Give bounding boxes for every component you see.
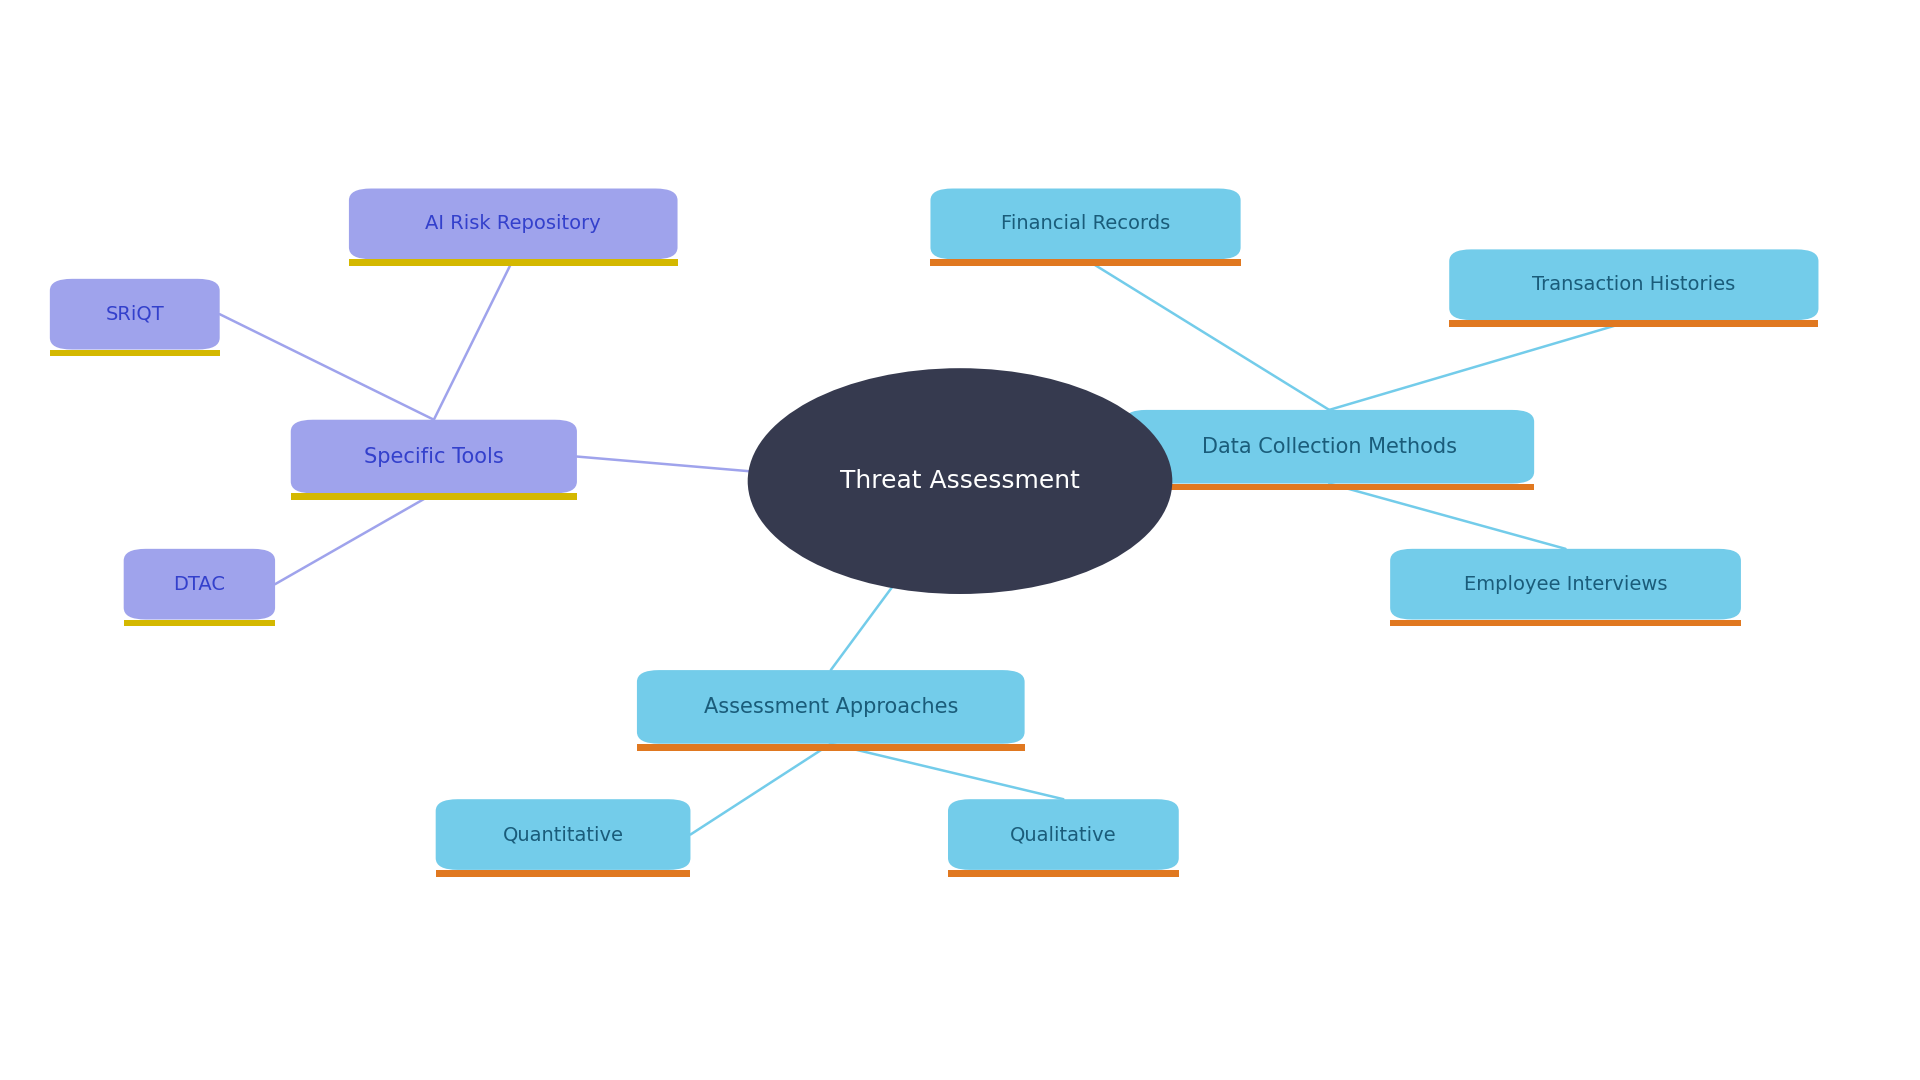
Text: Quantitative: Quantitative: [503, 825, 624, 845]
Bar: [931, 259, 1240, 266]
Text: Specific Tools: Specific Tools: [365, 446, 503, 467]
Text: DTAC: DTAC: [173, 575, 225, 594]
FancyBboxPatch shape: [290, 420, 576, 494]
Bar: [50, 350, 219, 356]
Text: Employee Interviews: Employee Interviews: [1463, 575, 1667, 594]
Text: Assessment Approaches: Assessment Approaches: [703, 697, 958, 717]
FancyBboxPatch shape: [1125, 410, 1534, 484]
Text: SRiQT: SRiQT: [106, 305, 163, 324]
Text: Transaction Histories: Transaction Histories: [1532, 275, 1736, 294]
FancyBboxPatch shape: [1390, 549, 1741, 620]
Text: AI Risk Repository: AI Risk Repository: [426, 214, 601, 233]
FancyBboxPatch shape: [436, 799, 691, 869]
Bar: [290, 494, 576, 500]
Text: Qualitative: Qualitative: [1010, 825, 1117, 845]
Bar: [1450, 320, 1818, 327]
Text: Data Collection Methods: Data Collection Methods: [1202, 436, 1457, 457]
FancyBboxPatch shape: [931, 189, 1240, 259]
Text: Financial Records: Financial Records: [1000, 214, 1169, 233]
FancyBboxPatch shape: [948, 799, 1179, 869]
FancyBboxPatch shape: [637, 670, 1025, 744]
Bar: [1125, 484, 1534, 490]
FancyBboxPatch shape: [123, 549, 275, 620]
Text: Threat Assessment: Threat Assessment: [841, 469, 1079, 494]
Bar: [948, 869, 1179, 877]
Bar: [123, 620, 275, 626]
Circle shape: [747, 368, 1173, 594]
Bar: [349, 259, 678, 266]
Bar: [637, 744, 1025, 751]
Bar: [1390, 620, 1741, 626]
FancyBboxPatch shape: [349, 189, 678, 259]
Bar: [436, 869, 691, 877]
FancyBboxPatch shape: [1450, 249, 1818, 320]
FancyBboxPatch shape: [50, 279, 219, 350]
